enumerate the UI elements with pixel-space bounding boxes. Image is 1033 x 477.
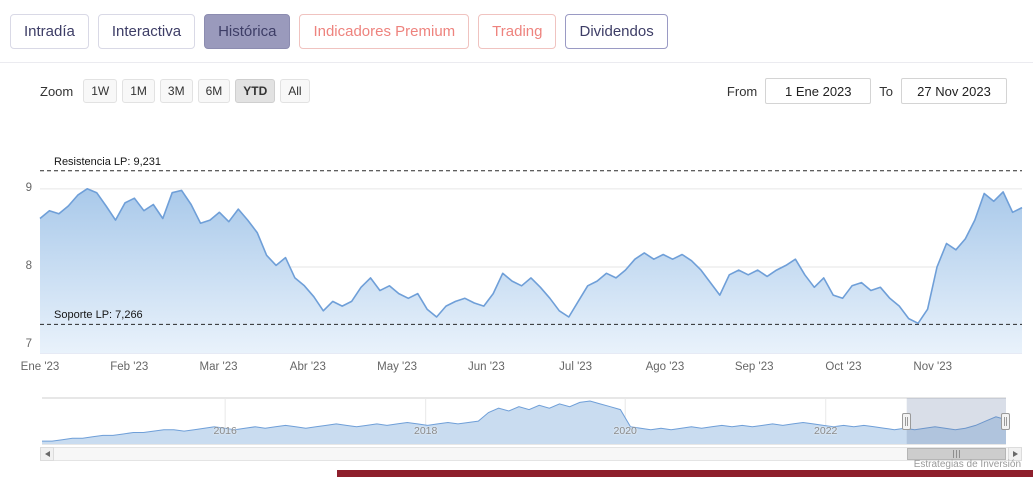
zoom-ytd-button[interactable]: YTD — [235, 79, 276, 103]
zoom-1m-button[interactable]: 1M — [122, 79, 155, 103]
date-range: From To — [727, 78, 1007, 104]
scrollbar-thumb[interactable] — [906, 448, 1006, 460]
tab-dividendos[interactable]: Dividendos — [565, 13, 668, 49]
x-axis-label: Jun '23 — [467, 361, 505, 373]
zoom-3m-button[interactable]: 3M — [159, 79, 193, 103]
resistance-annotation: Resistencia LP: 9,231 — [54, 155, 162, 168]
zoom-label: Zoom — [40, 83, 74, 99]
x-axis-label: Jul '23 — [559, 361, 593, 373]
support-annotation: Soporte LP: 7,266 — [54, 309, 143, 322]
price-area-series — [40, 188, 1022, 353]
navigator-year-label: 2016 — [213, 425, 237, 437]
x-axis-label: Oct '23 — [825, 361, 862, 373]
y-axis-label: 9 — [25, 181, 32, 194]
scrollbar-right-button[interactable] — [1008, 447, 1022, 461]
scrollbar — [40, 447, 1022, 461]
navigator-right-handle[interactable] — [1001, 413, 1010, 430]
arrow-left-icon — [44, 451, 50, 457]
bottom-red-strip — [337, 470, 1033, 477]
x-axis-label: May '23 — [377, 361, 418, 373]
navigator-area-series — [42, 401, 1006, 444]
to-date-input[interactable] — [901, 78, 1007, 104]
x-axis-label: Nov '23 — [913, 361, 953, 373]
navigator-year-label: 2022 — [814, 425, 838, 437]
navigator-left-handle[interactable] — [901, 413, 911, 430]
zoom-all-button[interactable]: All — [280, 79, 310, 103]
to-label: To — [879, 83, 893, 99]
credit-text: Estrategias de Inversión — [913, 459, 1021, 470]
arrow-right-icon — [1012, 451, 1018, 457]
y-axis-label: 8 — [25, 260, 32, 272]
x-axis-label: Feb '23 — [110, 361, 149, 373]
scrollbar-left-button[interactable] — [40, 447, 54, 461]
zoom-6m-button[interactable]: 6M — [197, 79, 231, 103]
navigator-line — [42, 400, 1007, 442]
from-date-input[interactable] — [765, 78, 872, 104]
x-axis-label: Sep '23 — [734, 361, 774, 373]
navigator-year-label: 2020 — [613, 425, 637, 437]
tab-historica[interactable]: Histórica — [204, 13, 291, 49]
x-axis-label: Ene '23 — [20, 361, 60, 373]
price-line — [39, 188, 1023, 325]
y-axis-label: 7 — [25, 338, 32, 351]
navigator-year-label: 2018 — [413, 425, 438, 437]
x-axis-label: Abr '23 — [289, 361, 326, 373]
tab-indicadores-premium[interactable]: Indicadores Premium — [299, 13, 470, 49]
tab-intradia[interactable]: Intradía — [10, 13, 89, 49]
zoom-1w-button[interactable]: 1W — [83, 79, 118, 103]
grip-icon — [952, 450, 960, 458]
chart-toolbar: Zoom 1W 1M 3M 6M YTD All From To — [40, 78, 1007, 104]
from-label: From — [726, 83, 758, 99]
tab-bar: Intradía Interactiva Histórica Indicador… — [0, 0, 1033, 63]
scrollbar-track[interactable] — [54, 447, 1008, 461]
x-axis-label: Ago '23 — [645, 361, 685, 373]
tab-interactiva[interactable]: Interactiva — [97, 13, 196, 49]
tab-trading[interactable]: Trading — [478, 13, 557, 49]
x-axis-label: Mar '23 — [199, 361, 238, 373]
navigator-selection[interactable] — [906, 398, 1006, 444]
